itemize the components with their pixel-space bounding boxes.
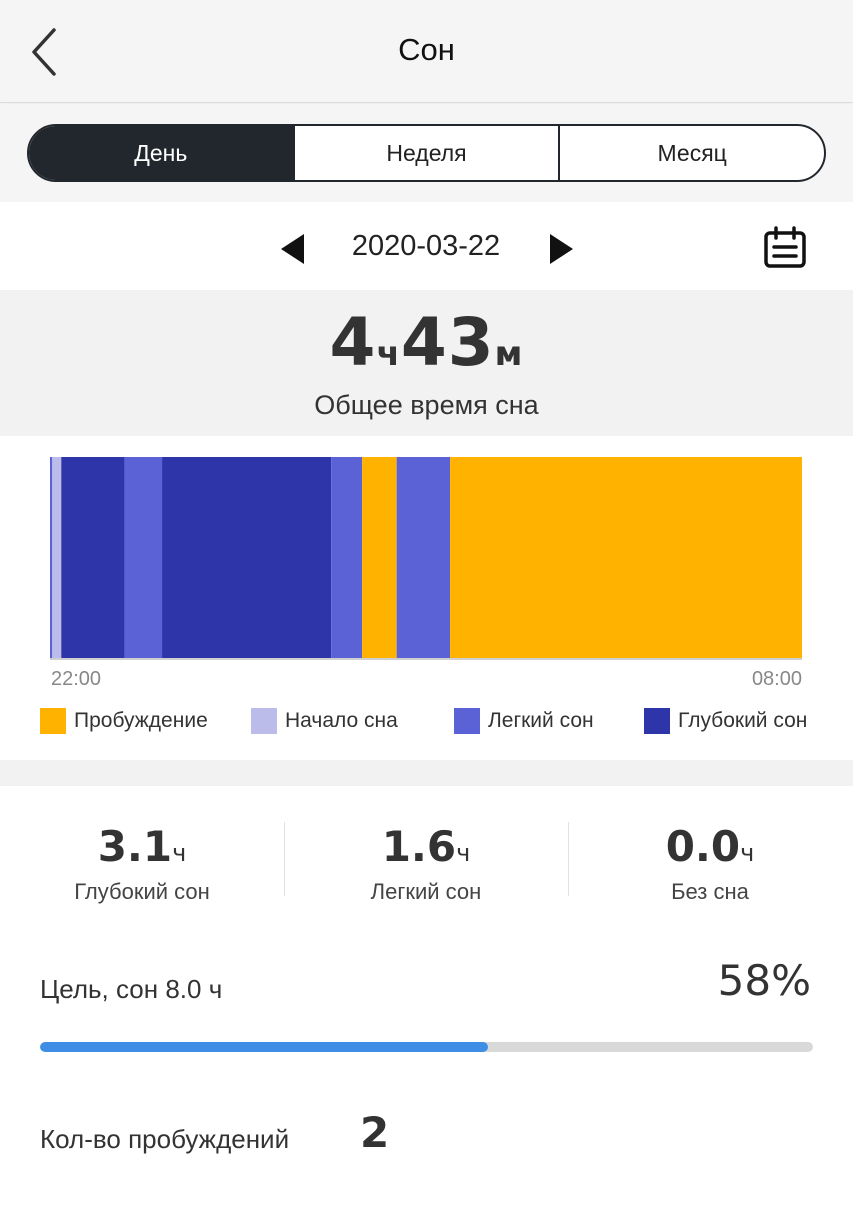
stat-deep-sleep: 3.1ч Глубокий сон bbox=[0, 822, 284, 905]
stat-light-sleep: 1.6ч Легкий сон bbox=[284, 822, 568, 905]
tab-week[interactable]: Неделя bbox=[292, 126, 559, 180]
calendar-button[interactable] bbox=[762, 226, 808, 270]
stat-unit: ч bbox=[456, 839, 471, 867]
legend-swatch-deep bbox=[644, 708, 670, 734]
period-selector-area: День Неделя Месяц bbox=[0, 104, 853, 202]
prev-date-button[interactable] bbox=[278, 232, 308, 266]
wakeups-label: Кол-во пробуждений bbox=[40, 1124, 290, 1154]
sleep-segment-light bbox=[50, 457, 53, 658]
app-bar: Сон bbox=[0, 0, 853, 103]
current-date: 2020-03-22 bbox=[351, 230, 501, 262]
goal-progress-fill bbox=[40, 1042, 489, 1052]
sleep-segment-deep bbox=[61, 457, 125, 658]
total-sleep-panel: 4ч43м Общее время сна bbox=[0, 290, 853, 436]
tab-month[interactable]: Месяц bbox=[558, 126, 824, 180]
legend-item-start: Начало сна bbox=[251, 708, 398, 734]
legend-swatch-light bbox=[454, 708, 480, 734]
next-date-button[interactable] bbox=[546, 232, 576, 266]
triangle-right-icon bbox=[550, 234, 573, 264]
goal-progress-bar bbox=[40, 1042, 813, 1052]
stat-value: 1.6 bbox=[381, 822, 457, 871]
stat-divider bbox=[568, 822, 569, 896]
sleep-segment-start bbox=[52, 457, 62, 658]
period-tabs: День Неделя Месяц bbox=[27, 124, 826, 182]
sleep-segment-light bbox=[331, 457, 363, 658]
sleep-segment-awake bbox=[450, 457, 802, 658]
legend-label: Глубокий сон bbox=[678, 709, 808, 732]
legend-item-deep: Глубокий сон bbox=[644, 708, 807, 734]
triangle-left-icon bbox=[281, 234, 304, 264]
goal-percent: 58% bbox=[717, 956, 811, 1005]
sleep-segment-light bbox=[396, 457, 451, 658]
total-sleep-label: Общее время сна bbox=[314, 390, 539, 420]
stat-label: Глубокий сон bbox=[74, 879, 210, 904]
page-title: Сон bbox=[398, 32, 455, 67]
stat-awake: 0.0ч Без сна bbox=[568, 822, 852, 905]
stat-unit: ч bbox=[740, 839, 755, 867]
goal-label: Цель, сон 8.0 ч bbox=[40, 974, 223, 1004]
sleep-stats: 3.1ч Глубокий сон 1.6ч Легкий сон 0.0ч Б… bbox=[0, 786, 853, 926]
legend-item-awake: Пробуждение bbox=[40, 708, 208, 734]
legend-swatch-awake bbox=[40, 708, 66, 734]
total-hours: 4 bbox=[329, 304, 377, 381]
sleep-segment-awake bbox=[362, 457, 397, 658]
sleep-segment-light bbox=[124, 457, 163, 658]
stat-divider bbox=[284, 822, 285, 896]
stat-label: Без сна bbox=[671, 879, 749, 904]
legend-label: Начало сна bbox=[285, 709, 398, 732]
legend-swatch-start bbox=[251, 708, 277, 734]
calendar-icon bbox=[764, 226, 806, 268]
legend-label: Легкий сон bbox=[488, 709, 594, 732]
section-divider bbox=[0, 760, 853, 786]
total-minutes: 43 bbox=[400, 304, 495, 381]
sleep-stage-chart bbox=[50, 457, 802, 660]
tab-day[interactable]: День bbox=[29, 126, 293, 180]
stat-value: 0.0 bbox=[665, 822, 741, 871]
minutes-unit: м bbox=[494, 334, 524, 374]
back-button[interactable] bbox=[22, 24, 70, 80]
legend-item-light: Легкий сон bbox=[454, 708, 594, 734]
wakeups-count: 2 bbox=[360, 1108, 390, 1157]
stat-unit: ч bbox=[172, 839, 187, 867]
sleep-chart-panel: 22:00 08:00 Пробуждение Начало сна Легки… bbox=[0, 436, 853, 760]
chevron-left-icon bbox=[32, 28, 56, 76]
stat-label: Легкий сон bbox=[370, 879, 482, 904]
x-tick-start: 22:00 bbox=[51, 668, 102, 690]
hours-unit: ч bbox=[376, 334, 401, 374]
x-tick-end: 08:00 bbox=[751, 668, 802, 690]
date-navigator: 2020-03-22 bbox=[0, 202, 853, 290]
sleep-segment-deep bbox=[162, 457, 332, 658]
stat-value: 3.1 bbox=[97, 822, 173, 871]
total-sleep-value: 4ч43м bbox=[0, 304, 853, 381]
legend-label: Пробуждение bbox=[74, 709, 208, 732]
